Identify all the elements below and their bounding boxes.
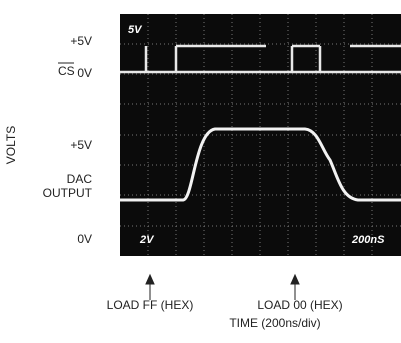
figure: 5V 2V 200nS +5V CS 0V VOLTS +5V DAC OUTP… <box>0 0 401 338</box>
scope-label: 5V <box>128 24 143 36</box>
x-axis-label: TIME (200ns/div) <box>229 316 320 330</box>
level-label: 0V <box>77 66 92 80</box>
level-label: +5V <box>70 34 92 48</box>
axis-label: VOLTS <box>4 126 18 164</box>
marker-label: LOAD 00 (HEX) <box>257 298 342 312</box>
level-label: 0V <box>77 232 92 246</box>
signal-label: CS <box>58 64 75 78</box>
scope-label: 200nS <box>351 234 385 246</box>
signal-label: OUTPUT <box>43 186 93 200</box>
scope-label: 2V <box>139 234 155 246</box>
level-label: +5V <box>70 138 92 152</box>
marker-label: LOAD FF (HEX) <box>107 298 194 312</box>
marker-arrows <box>146 275 299 300</box>
signal-label: DAC <box>67 172 93 186</box>
